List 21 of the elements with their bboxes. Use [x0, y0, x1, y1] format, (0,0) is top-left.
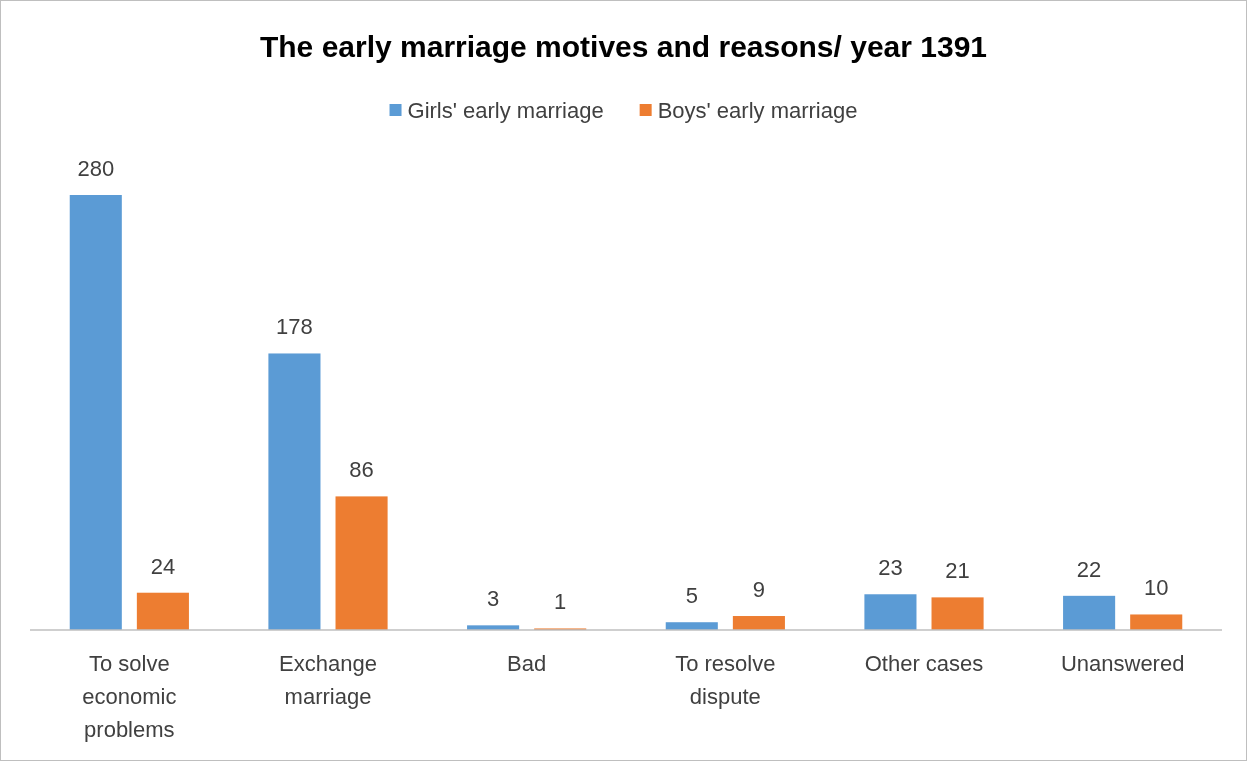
x-tick-label: To solve economic problems [82, 651, 177, 742]
data-label: 1 [554, 589, 567, 615]
x-tick-label: Exchange marriage [279, 651, 377, 709]
x-tick-label: To resolve dispute [675, 651, 776, 709]
legend-label: Boys' early marriage [657, 98, 858, 123]
data-label: 5 [685, 583, 698, 609]
data-label: 178 [276, 314, 313, 340]
legend-label: Girls' early marriage [407, 98, 604, 123]
x-tick-label: Other cases [864, 651, 984, 676]
data-label: 21 [945, 558, 970, 584]
data-label: 3 [486, 586, 500, 612]
x-tick-label: Unanswered [1060, 651, 1185, 676]
data-label: 280 [77, 156, 115, 181]
data-label: 24 [150, 553, 176, 579]
chart-title: The early marriage motives and reasons/ year 1391 [259, 30, 988, 63]
data-label: 9 [752, 577, 766, 603]
x-tick-label: Bad [507, 651, 547, 676]
data-label: 10 [1143, 575, 1169, 601]
data-label: 86 [349, 457, 374, 483]
data-label: 23 [878, 555, 903, 581]
data-label: 22 [1076, 556, 1102, 582]
